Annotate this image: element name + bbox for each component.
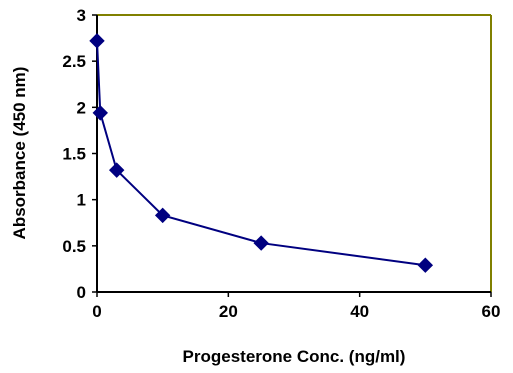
plot-area xyxy=(96,14,492,293)
data-point xyxy=(92,105,108,121)
x-axis-title: Progesterone Conc. (ng/ml) xyxy=(183,347,406,366)
x-axis-ticks: 0 20 40 60 xyxy=(92,292,500,321)
data-point xyxy=(253,235,269,251)
y-tick-label: 1.5 xyxy=(62,145,86,164)
data-point xyxy=(89,33,105,49)
x-tick-label: 20 xyxy=(219,302,238,321)
y-tick-label: 1 xyxy=(77,191,86,210)
y-tick-label: 0.5 xyxy=(62,237,86,256)
data-point xyxy=(154,207,171,224)
data-point xyxy=(417,257,434,273)
series-layer xyxy=(89,33,434,273)
x-tick-label: 40 xyxy=(350,302,369,321)
series-line xyxy=(96,40,426,267)
y-tick-label: 0 xyxy=(77,283,86,302)
y-tick-label: 2 xyxy=(77,98,86,117)
y-axis-ticks: 0 0.5 1 1.5 2 2.5 3 xyxy=(62,6,97,302)
y-tick-label: 3 xyxy=(77,6,86,25)
y-tick-label: 2.5 xyxy=(62,52,86,71)
x-tick-label: 60 xyxy=(482,302,501,321)
y-axis-title: Absorbance (450 nm) xyxy=(10,67,29,240)
data-point xyxy=(108,162,125,178)
x-tick-label: 0 xyxy=(92,302,101,321)
